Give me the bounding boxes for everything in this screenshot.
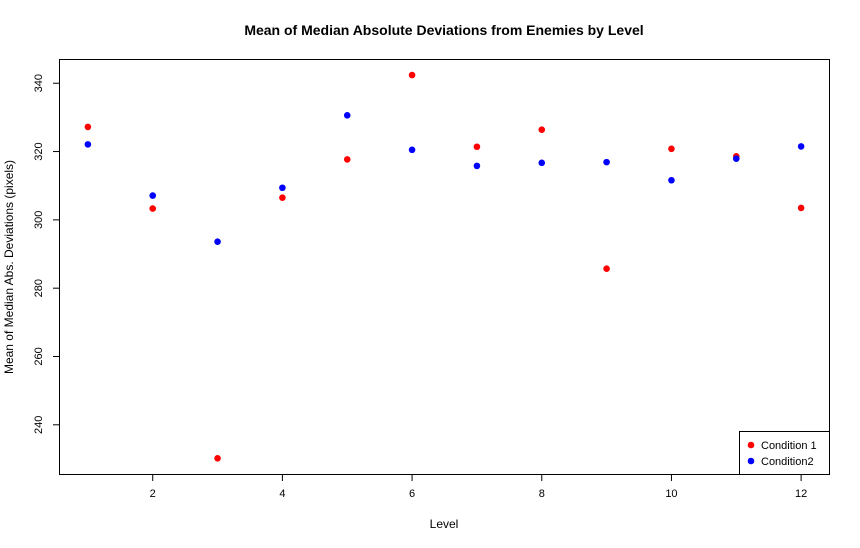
point-condition-1 <box>84 123 92 131</box>
point-condition-1 <box>408 71 416 79</box>
point-condition-2 <box>279 184 286 192</box>
y-axis: 240 260 280 300 320 340 <box>33 74 60 434</box>
point-condition-2 <box>214 238 221 246</box>
y-tick-label: 260 <box>33 347 45 365</box>
y-tick-label: 280 <box>33 279 45 297</box>
point-condition-1 <box>668 145 675 153</box>
point-condition-2 <box>408 146 416 154</box>
y-tick-label: 300 <box>33 211 45 229</box>
x-tick-label: 2 <box>150 488 156 500</box>
point-condition-2 <box>149 192 157 199</box>
legend-label-condition-2: Condition2 <box>761 456 814 468</box>
point-condition-2 <box>473 162 481 170</box>
point-condition-1 <box>603 265 610 273</box>
x-axis: 2 4 6 8 10 12 <box>150 474 807 500</box>
point-condition-2 <box>84 141 92 148</box>
y-tick-label: 240 <box>33 416 45 434</box>
point-condition-1 <box>797 204 805 212</box>
x-tick-label: 8 <box>539 488 545 500</box>
x-tick-label: 6 <box>409 488 415 500</box>
y-tick-label: 340 <box>33 74 45 92</box>
legend: Condition 1 Condition2 <box>739 431 830 475</box>
chart-title: Mean of Median Absolute Deviations from … <box>244 22 643 38</box>
x-tick-label: 12 <box>795 488 807 500</box>
x-tick-label: 10 <box>665 488 677 500</box>
point-condition-1 <box>214 454 221 462</box>
data-points <box>84 71 805 462</box>
y-axis-label: Mean of Median Abs. Deviations (pixels) <box>2 160 16 374</box>
point-condition-1 <box>343 156 351 163</box>
point-condition-2 <box>603 158 610 166</box>
point-condition-2 <box>797 143 805 150</box>
point-condition-2 <box>343 112 351 119</box>
point-condition-1 <box>149 205 157 212</box>
legend-marker-condition-2 <box>747 457 755 465</box>
point-condition-1 <box>473 143 481 151</box>
x-tick-label: 4 <box>279 488 285 500</box>
legend-box <box>739 431 830 475</box>
point-condition-2 <box>538 159 546 167</box>
y-tick-label: 320 <box>33 142 45 160</box>
point-condition-1 <box>279 194 286 201</box>
point-condition-2 <box>668 176 675 184</box>
point-condition-2 <box>732 155 740 163</box>
point-condition-1 <box>538 126 546 133</box>
legend-marker-condition-1 <box>747 441 755 449</box>
legend-label-condition-1: Condition 1 <box>761 440 817 452</box>
x-axis-label: Level <box>430 517 459 531</box>
plot-frame <box>59 59 830 475</box>
